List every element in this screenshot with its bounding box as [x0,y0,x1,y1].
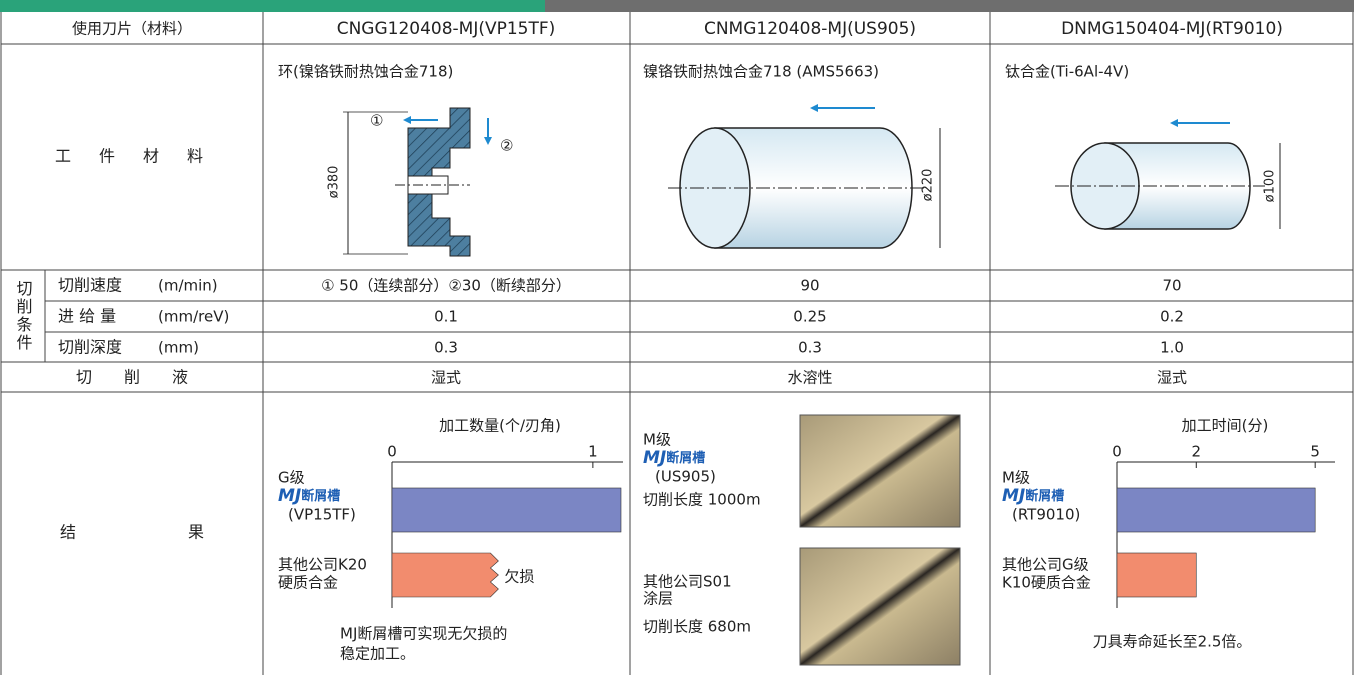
header-cell: 使用刀片（材料） [72,20,192,38]
brand: MJ断屑槽 [278,486,340,506]
diagram-cylinder [1055,119,1281,230]
chart-title: 加工数量(个/刃角) [439,417,561,435]
chart-title: 加工时间(分) [1182,417,1269,435]
annotation: 欠损 [504,568,534,586]
tick-label: 0 [1112,443,1122,461]
cell: 0.2 [1160,308,1184,326]
diagram-cylinder [668,104,941,249]
label: 切削长度 680m [643,618,751,636]
bar [391,487,622,533]
diagram-part [343,107,492,257]
label: 切削长度 1000m [643,491,761,509]
header-cell: DNMG150404-MJ(RT9010) [1061,19,1283,39]
top-bar-gray [545,0,1354,12]
brand-logo: MJ [1002,486,1025,506]
tick-label: 2 [1191,443,1201,461]
header-cell: CNMG120408-MJ(US905) [704,19,916,39]
row-unit: (mm) [158,339,199,357]
brand-groove: 断屑槽 [666,450,705,466]
label: 其他公司K20 [278,556,367,574]
table-grid [0,12,1354,675]
label: G级 [278,469,305,487]
material: 钛合金(Ti-6Al-4V) [1005,63,1129,81]
photo [799,414,961,528]
diagram-label: ② [500,137,513,155]
diagram-label: ø220 [921,169,936,202]
row-label: 切削速度 [58,276,122,295]
row-unit: (mm/reV) [158,308,229,326]
label: 涂层 [643,590,673,608]
label: M级 [643,431,671,449]
note: 刀具寿命延长至2.5倍。 [1093,633,1252,651]
brand: MJ断屑槽 [1002,486,1064,506]
material: 镍铬铁耐热蚀合金718 (AMS5663) [643,63,879,81]
brand-groove: 断屑槽 [1025,488,1064,504]
label: 其他公司G级 [1002,556,1089,574]
cell: 1.0 [1160,339,1184,357]
row-label: 切削深度 [58,338,122,357]
brand-logo: MJ [278,486,301,506]
cell: 90 [800,277,819,295]
header-cell: CNGG120408-MJ(VP15TF) [337,19,556,39]
brand: MJ断屑槽 [643,448,705,468]
tick-label: 5 [1310,443,1320,461]
label: M级 [1002,469,1030,487]
cell: 0.3 [798,339,822,357]
top-bar-green [0,0,545,12]
row-unit: (m/min) [158,277,218,295]
label: (US905) [655,468,716,486]
cell: 0.25 [793,308,826,326]
row-label: 结 果 [60,523,204,542]
bar [1116,487,1316,533]
material: 环(镍铬铁耐热蚀合金718) [278,63,453,81]
cell: 0.1 [434,308,458,326]
diagram-label: ø100 [1263,170,1278,203]
row-label: 进 给 量 [58,307,116,326]
cell: ① 50（连续部分）②30（断续部分） [321,277,571,295]
cell: 水溶性 [787,369,832,387]
bar [1116,552,1197,598]
cell: 70 [1162,277,1181,295]
label: (RT9010) [1012,506,1080,524]
row-label: 工 件 材 料 [55,147,209,166]
note: MJ断屑槽可实现无欠损的 [340,625,507,643]
label: 硬质合金 [278,574,338,592]
group-label: 切削条件 [14,280,33,352]
bar [391,552,499,598]
label: 其他公司S01 [643,573,732,591]
tick-label: 1 [588,443,598,461]
brand-groove: 断屑槽 [301,488,340,504]
row-label: 切 削 液 [76,368,188,387]
label: (VP15TF) [288,506,356,524]
diagram-label: ø380 [327,166,342,199]
note: 稳定加工。 [340,645,415,663]
label: K10硬质合金 [1002,574,1091,592]
brand-logo: MJ [643,448,666,468]
tick-label: 0 [387,443,397,461]
cell: 0.3 [434,339,458,357]
photo [799,547,961,666]
cell: 湿式 [431,369,461,387]
diagram-label: ① [370,112,383,130]
cell: 湿式 [1157,369,1187,387]
